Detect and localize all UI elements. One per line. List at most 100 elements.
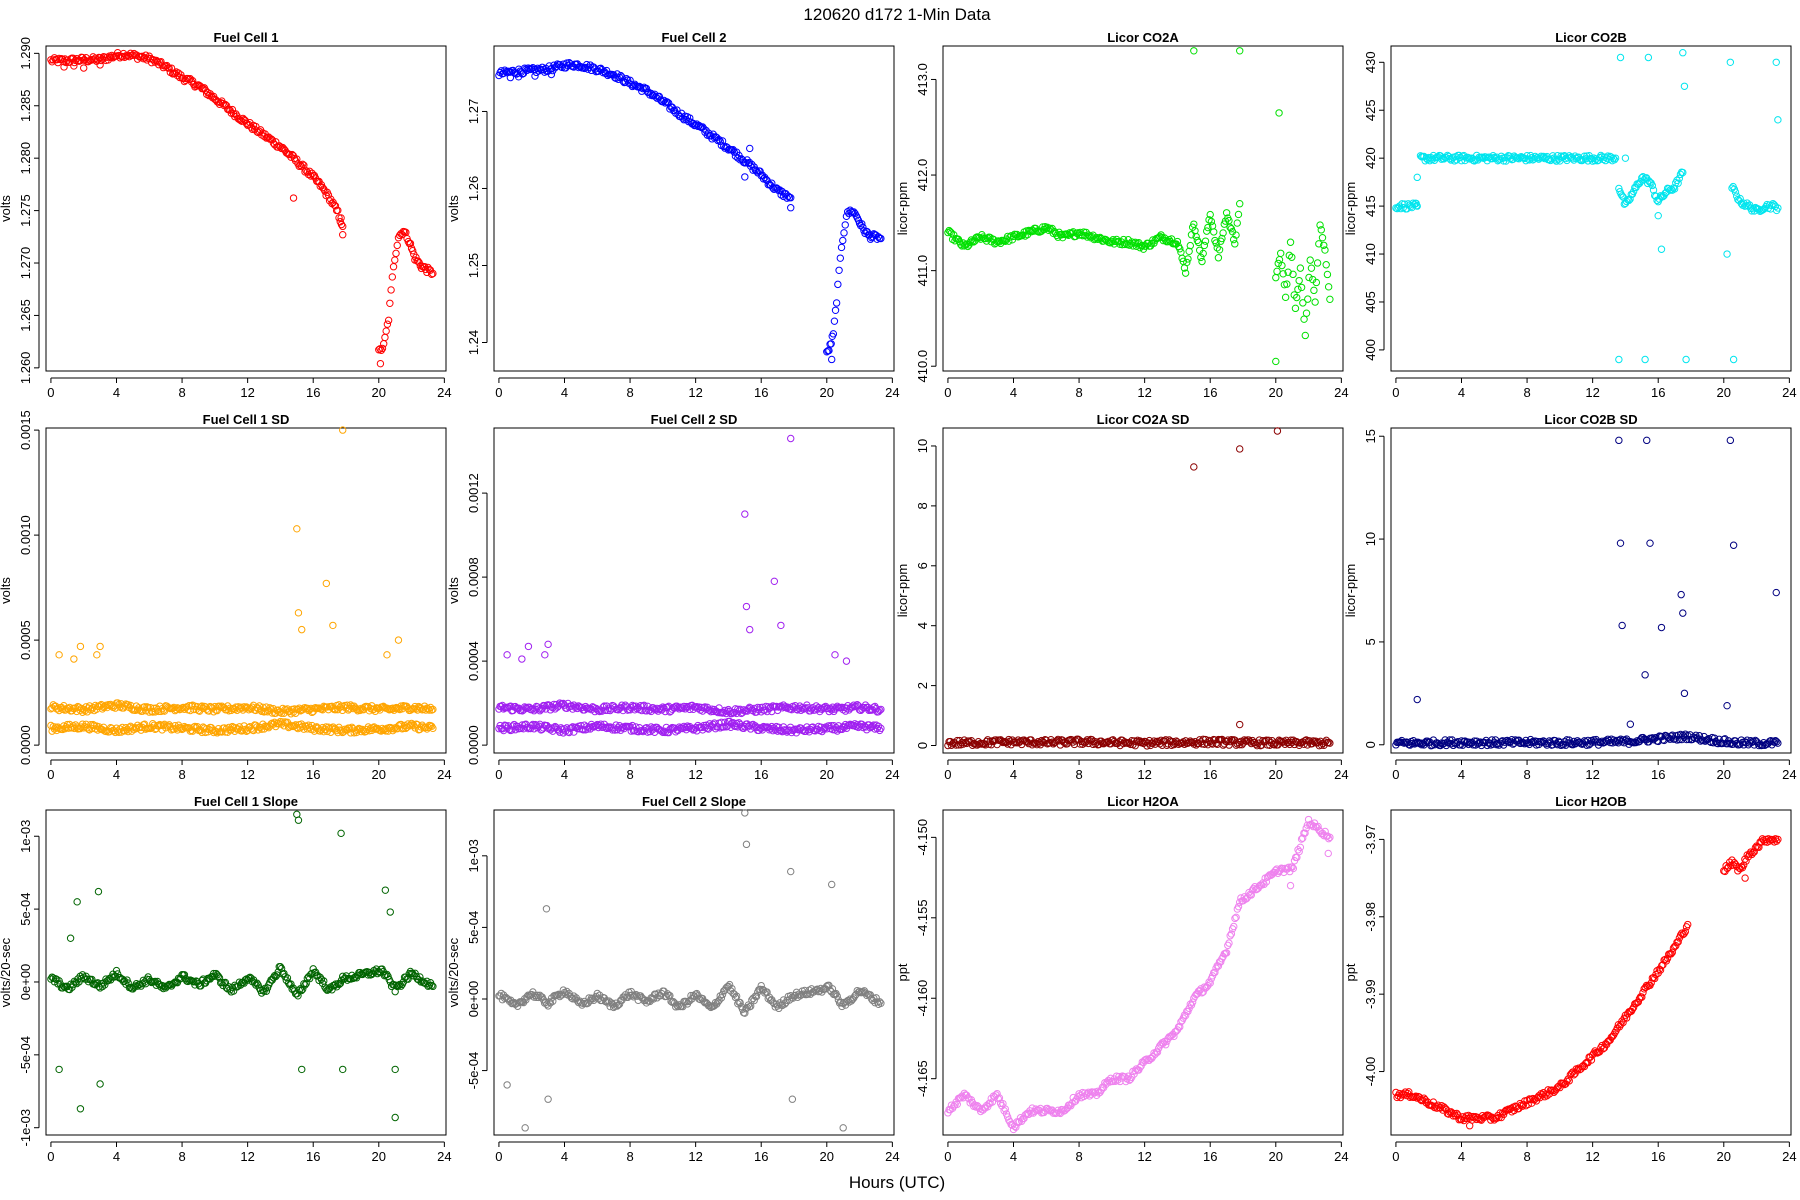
x-tick-label: 8 [1523, 1149, 1530, 1164]
data-point [397, 229, 405, 238]
data-point [745, 158, 754, 167]
data-point [840, 229, 848, 237]
data-point [688, 701, 696, 710]
data-point [832, 299, 841, 307]
y-tick-label: 411.0 [915, 255, 930, 287]
data-point [509, 722, 517, 730]
x-tick-label: 24 [1782, 1149, 1796, 1164]
y-tick-label: 0e+00 [466, 981, 481, 1018]
data-point [1225, 216, 1233, 225]
data-point [614, 706, 623, 714]
data-point [1616, 539, 1625, 547]
data-point [1292, 293, 1301, 302]
data-point [639, 84, 647, 93]
data-point [388, 273, 397, 281]
x-tick-label: 8 [1075, 767, 1082, 782]
data-point [245, 120, 253, 129]
x-tick-label: 0 [944, 385, 951, 400]
data-point [291, 709, 300, 717]
x-tick-label: 24 [437, 1149, 451, 1164]
data-point [386, 908, 394, 916]
data-point [391, 1065, 399, 1074]
data-point [542, 905, 551, 913]
data-point [393, 241, 401, 250]
data-point [1323, 270, 1332, 279]
data-point [1236, 445, 1244, 453]
x-tick-label: 8 [626, 767, 633, 782]
data-point [1087, 234, 1095, 242]
data-point [613, 726, 621, 734]
data-point [768, 179, 776, 187]
data-point [1199, 249, 1207, 258]
y-tick-label: 1.275 [18, 194, 33, 227]
x-tick-label: 20 [1717, 1149, 1731, 1164]
data-point [1649, 186, 1658, 194]
x-tick-label: 4 [1010, 767, 1017, 782]
y-tick-label: 413.0 [915, 63, 930, 96]
data-point [1552, 157, 1561, 165]
x-tick-label: 24 [1334, 767, 1348, 782]
data-point [743, 156, 751, 164]
data-point [416, 703, 424, 712]
x-tick-label: 4 [113, 385, 120, 400]
data-point [1203, 227, 1211, 235]
data-point [787, 194, 795, 202]
data-point [1181, 269, 1190, 277]
data-point [727, 723, 735, 731]
data-point [146, 703, 155, 712]
y-tick-label: 1.290 [18, 37, 33, 70]
y-tick-label: 1.280 [18, 142, 33, 175]
data-point [1225, 939, 1233, 947]
data-point [503, 651, 511, 659]
data-point [856, 221, 865, 230]
data-point [288, 150, 296, 159]
data-point [389, 263, 398, 271]
y-axis-label: ppt [1343, 963, 1358, 981]
data-point [746, 625, 754, 634]
plot-frame [1390, 45, 1792, 372]
x-tick-label: 0 [1392, 767, 1399, 782]
x-tick-label: 16 [1651, 385, 1665, 400]
x-tick-label: 8 [1075, 385, 1082, 400]
data-point [1272, 357, 1280, 366]
data-point [1207, 217, 1216, 226]
data-point [1443, 738, 1452, 746]
data-point [593, 706, 601, 714]
data-point [1437, 155, 1446, 163]
data-point [1641, 671, 1649, 679]
data-point [559, 729, 568, 737]
data-point [412, 253, 420, 262]
data-point [661, 707, 669, 716]
x-tick-label: 12 [1585, 767, 1599, 782]
data-point [1322, 261, 1330, 269]
data-point [756, 167, 764, 175]
data-point [82, 720, 90, 729]
data-point [1326, 739, 1334, 747]
data-point [1264, 736, 1273, 744]
data-point [1183, 258, 1191, 267]
data-point [1451, 740, 1460, 748]
data-point [236, 116, 245, 125]
x-tick-label: 20 [1269, 385, 1283, 400]
data-point [547, 70, 556, 79]
panel-title: Fuel Cell 2 [661, 30, 726, 45]
x-tick-label: 12 [1137, 1149, 1151, 1164]
y-tick-label: 0e+00 [18, 964, 33, 1001]
data-point [711, 724, 720, 733]
data-point [1657, 623, 1666, 632]
data-point [1726, 58, 1735, 66]
data-point [1615, 436, 1623, 445]
data-point [1488, 736, 1496, 744]
data-point [833, 727, 842, 735]
data-point [1063, 230, 1072, 239]
data-point [197, 82, 205, 91]
data-point [352, 705, 361, 713]
data-point [159, 63, 168, 72]
data-point [1460, 151, 1468, 160]
data-point [829, 330, 838, 338]
data-point [138, 707, 146, 715]
y-tick-label: 425 [1363, 99, 1378, 121]
